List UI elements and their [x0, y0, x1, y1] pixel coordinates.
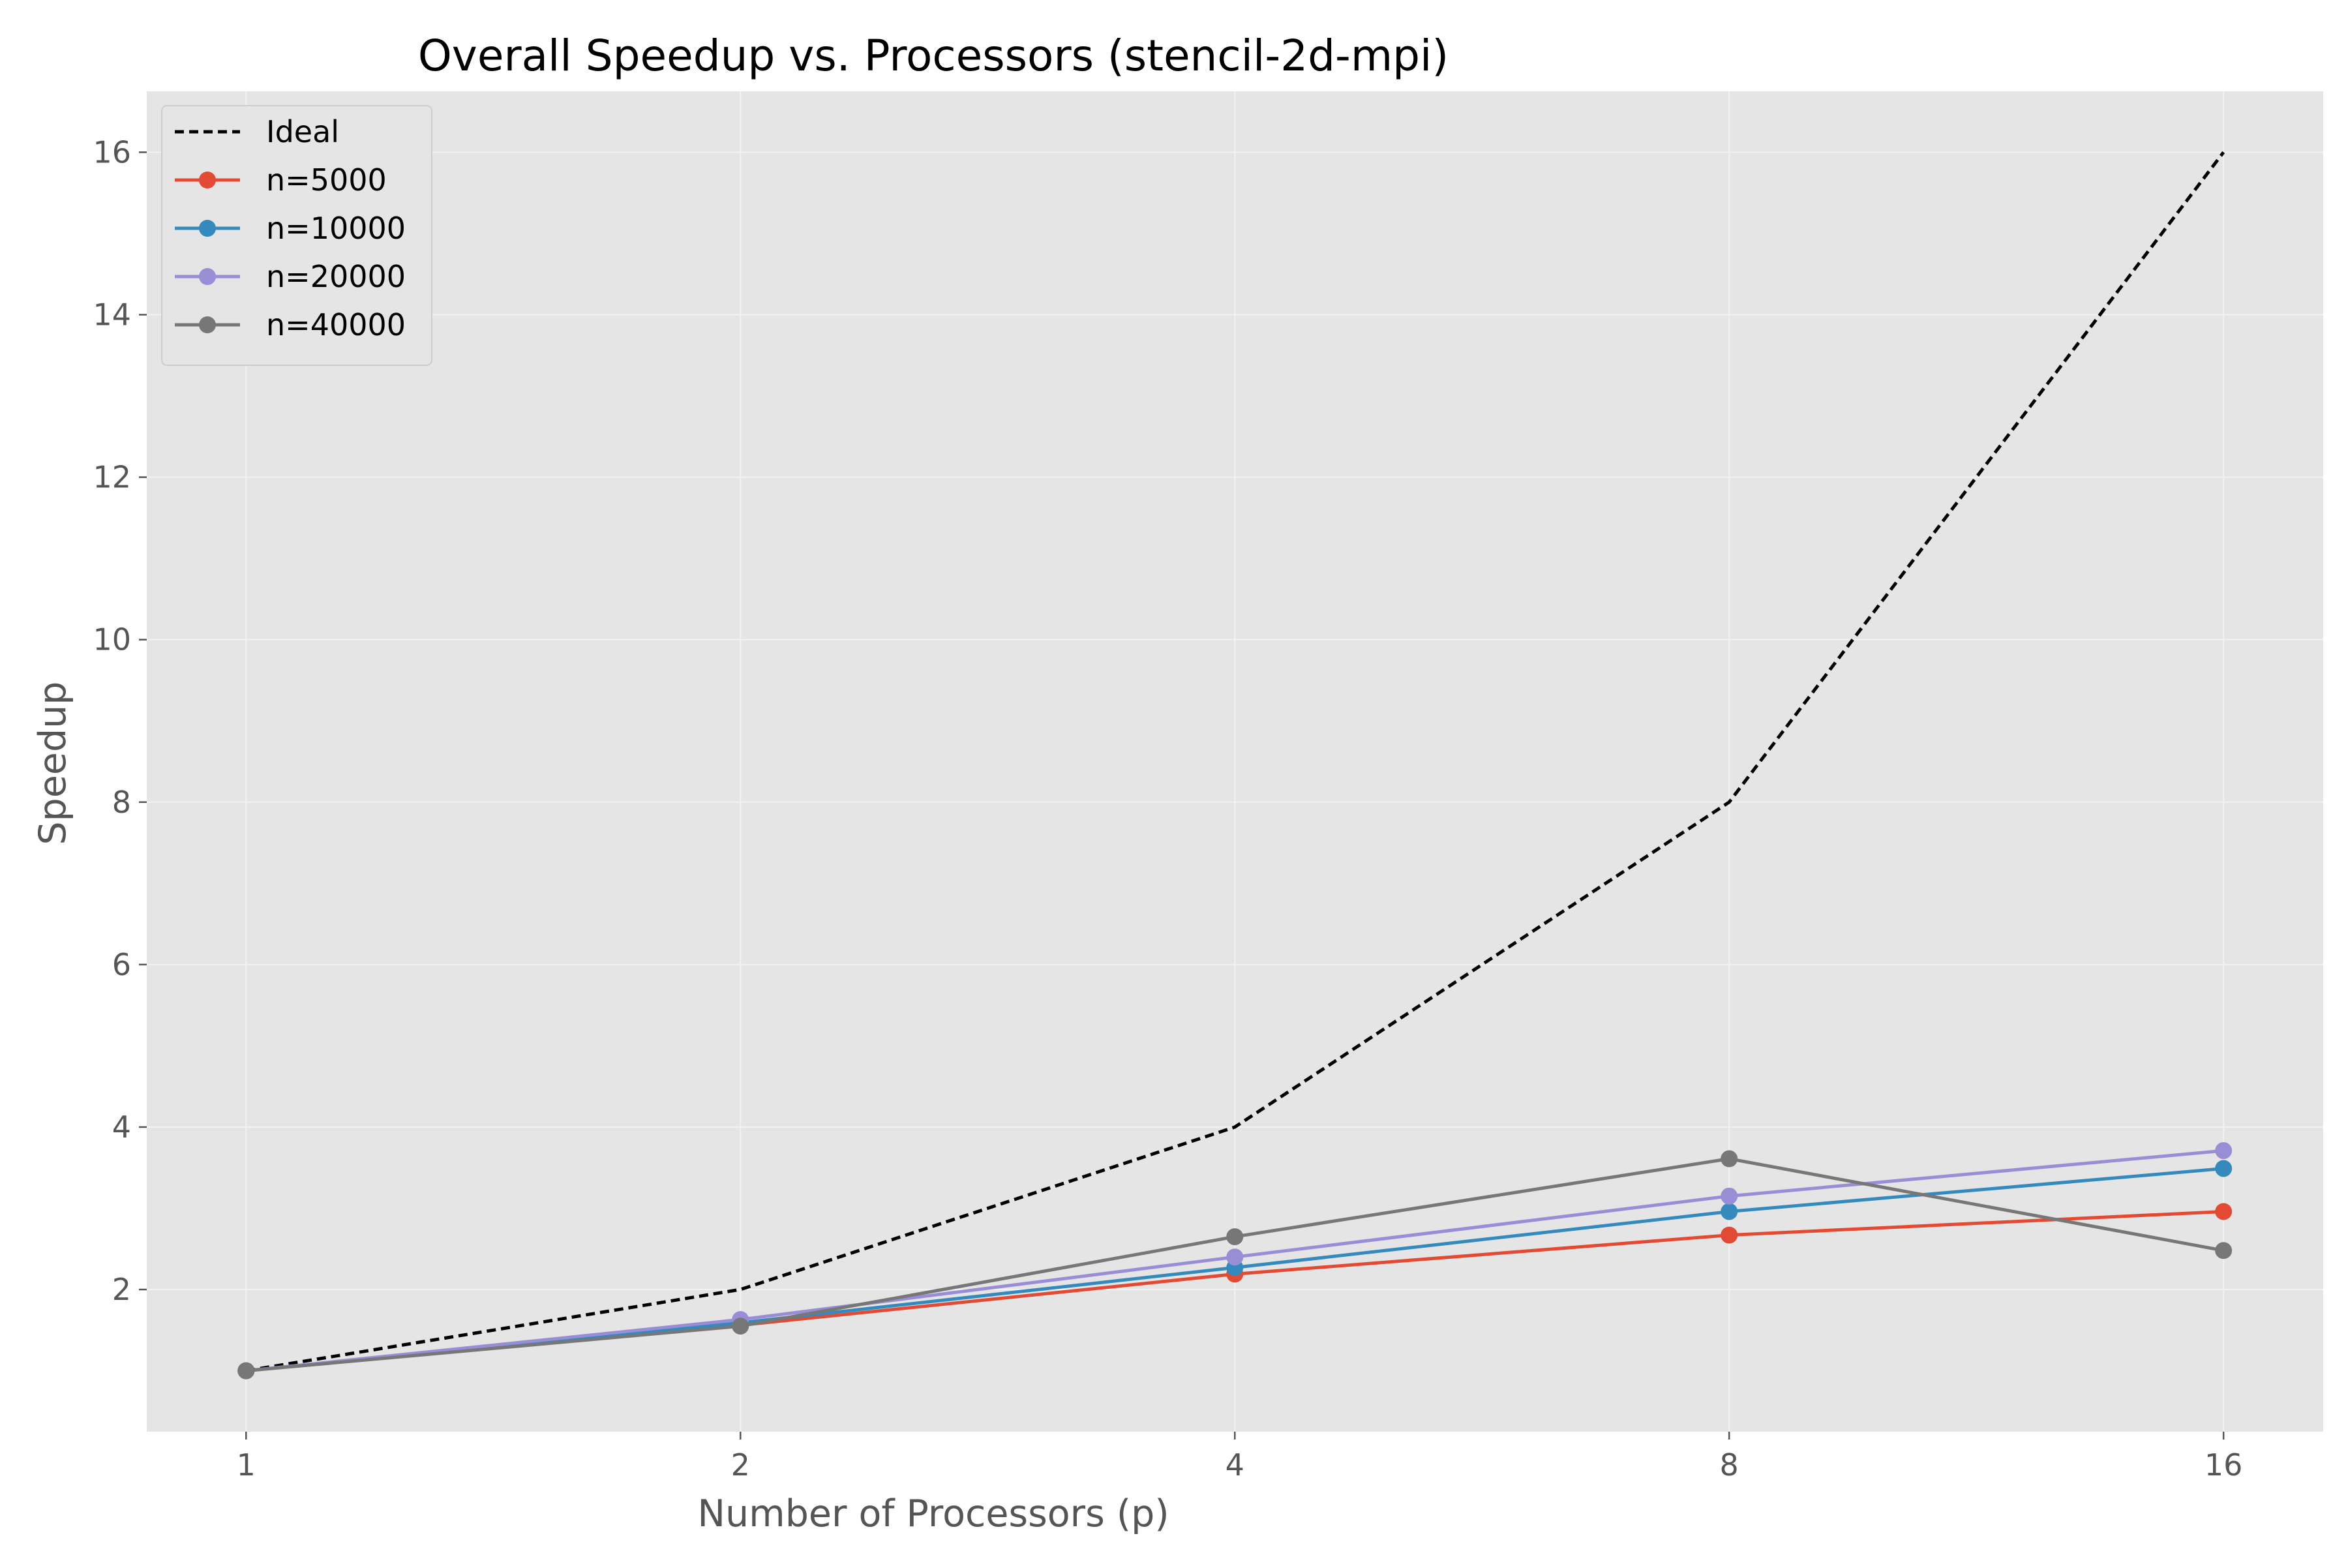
data-point-n-20000 — [2215, 1142, 2233, 1160]
data-point-n-40000 — [732, 1318, 749, 1335]
legend-marker-n-10000 — [199, 220, 216, 237]
y-tick-label: 14 — [93, 297, 131, 333]
data-point-n-40000 — [2215, 1242, 2233, 1259]
series-line-ideal — [245, 151, 2225, 1373]
legend-label-n-20000: n=20000 — [266, 259, 406, 294]
x-tick-label: 1 — [237, 1447, 256, 1483]
y-tick-label: 8 — [112, 785, 131, 820]
legend: Ideal n=5000 n=10000 n=20000 n=40000 — [161, 105, 432, 366]
x-tick-label: 8 — [1720, 1447, 1739, 1483]
data-point-n-40000 — [1721, 1150, 1738, 1168]
y-axis-label: Speedup — [31, 682, 74, 845]
legend-box — [161, 105, 432, 366]
data-point-n-40000 — [237, 1362, 255, 1380]
data-point-n-10000 — [2215, 1160, 2233, 1177]
legend-label-n-40000: n=40000 — [266, 307, 406, 342]
x-tick-label: 2 — [731, 1447, 750, 1483]
data-point-n-20000 — [1721, 1187, 1738, 1205]
data-point-n-5000 — [1721, 1226, 1738, 1244]
grid — [147, 91, 2323, 1432]
y-tick-label: 4 — [112, 1109, 131, 1145]
legend-marker-n-5000 — [199, 172, 216, 188]
data-point-n-20000 — [1226, 1248, 1244, 1266]
legend-label-n-10000: n=10000 — [266, 211, 406, 246]
y-tick-label: 12 — [93, 460, 131, 495]
series-n-40000 — [237, 1150, 2233, 1380]
series-group — [237, 151, 2233, 1380]
legend-marker-n-40000 — [199, 316, 216, 333]
data-point-n-5000 — [2215, 1203, 2233, 1220]
y-tick-label: 16 — [93, 134, 131, 170]
y-tick-label: 10 — [93, 622, 131, 657]
legend-label-n-5000: n=5000 — [266, 162, 387, 198]
legend-label-ideal: Ideal — [266, 114, 339, 149]
series-ideal — [245, 151, 2225, 1373]
x-tick-label: 4 — [1226, 1447, 1244, 1483]
legend-marker-n-20000 — [199, 268, 216, 285]
data-point-n-40000 — [1226, 1228, 1244, 1246]
y-tick-label: 6 — [112, 947, 131, 982]
y-tick-label: 2 — [112, 1272, 131, 1307]
chart-title: Overall Speedup vs. Processors (stencil-… — [418, 31, 1449, 81]
data-point-n-10000 — [1721, 1203, 1738, 1220]
x-axis-label: Number of Processors (p) — [697, 1492, 1169, 1535]
x-tick-label: 16 — [2205, 1447, 2243, 1483]
